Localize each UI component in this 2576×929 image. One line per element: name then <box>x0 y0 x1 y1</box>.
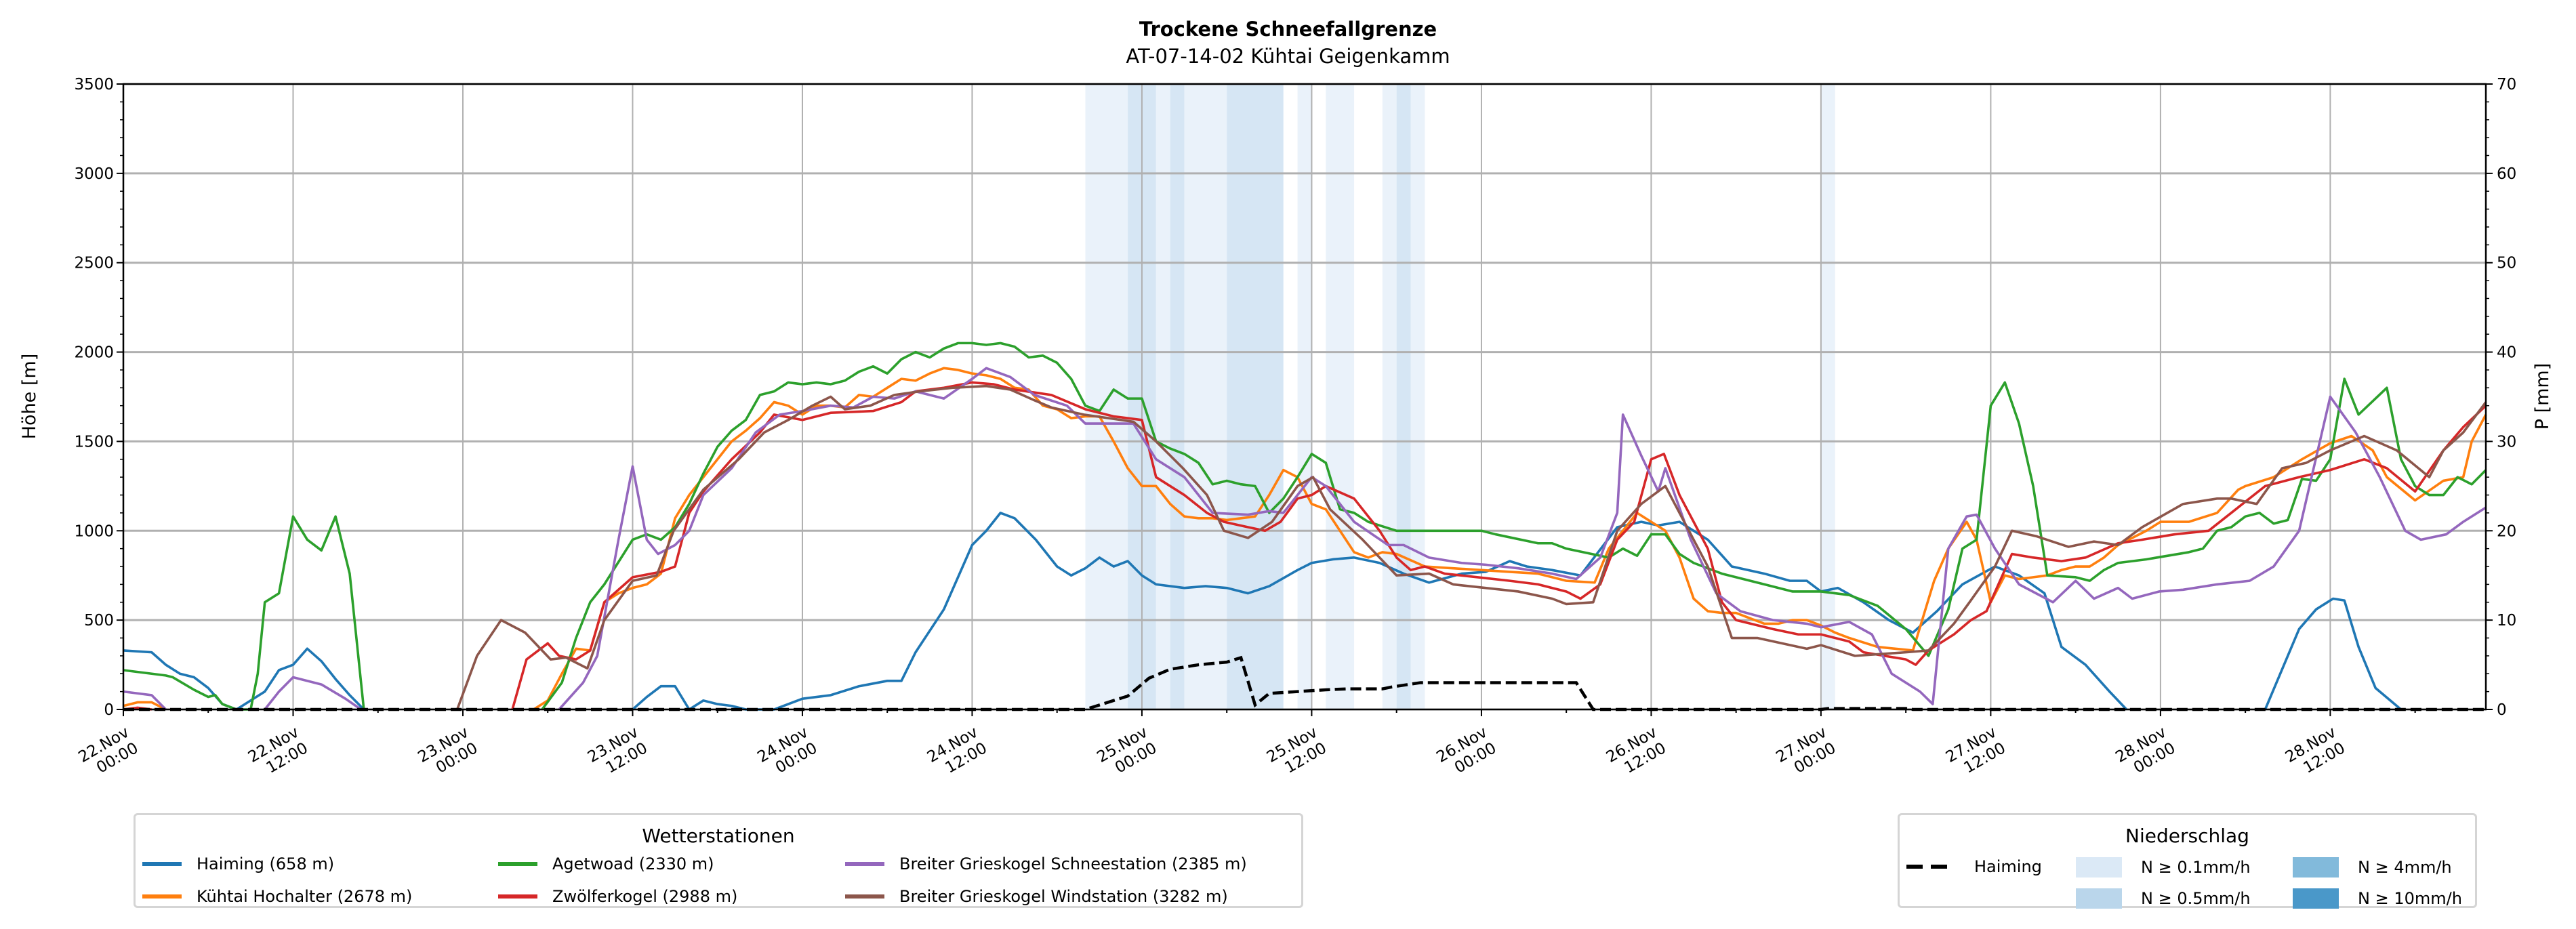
series-line <box>123 515 365 711</box>
y-right-tick-label: 40 <box>2497 344 2516 362</box>
series-line <box>264 676 362 711</box>
legend-item: Agetwoad (2330 m) <box>498 854 714 873</box>
legend-label: Breiter Grieskogel Schneestation (2385 m… <box>899 854 1247 873</box>
x-tick-label: 23.Nov00:00 <box>415 724 481 783</box>
series-line <box>123 701 167 711</box>
series-line <box>123 647 365 711</box>
series-line <box>2264 597 2402 711</box>
series-line <box>541 342 2487 711</box>
y-tick-label: 3500 <box>74 76 114 94</box>
legend-label: N ≥ 10mm/h <box>2358 889 2462 908</box>
line-swatch <box>142 894 182 899</box>
series-line <box>558 367 2487 711</box>
legend-label: Agetwoad (2330 m) <box>552 854 714 873</box>
color-swatch <box>2076 888 2122 909</box>
series-line <box>533 367 2487 711</box>
precip-legend-title: Niederschlag <box>2125 825 2249 847</box>
line-swatch <box>845 862 884 866</box>
y-right-tick-label: 30 <box>2497 433 2516 451</box>
y-tick-label: 2000 <box>74 344 114 362</box>
y-right-tick-label: 0 <box>2497 701 2507 719</box>
legend-item: Kühtai Hochalter (2678 m) <box>142 887 412 906</box>
legend-label: Haiming (658 m) <box>197 854 335 873</box>
legend-item: Haiming (658 m) <box>142 854 334 873</box>
y-right-tick-label: 10 <box>2497 612 2516 629</box>
precip-band <box>1297 84 1312 709</box>
series-line <box>455 384 2487 710</box>
x-tick-label: 25.Nov00:00 <box>1094 724 1160 783</box>
legend-item: Breiter Grieskogel Windstation (3282 m) <box>845 887 1228 906</box>
y-tick-label: 2500 <box>74 255 114 272</box>
legend-label: Breiter Grieskogel Windstation (3282 m) <box>899 887 1228 906</box>
legend-label: N ≥ 0.5mm/h <box>2141 889 2251 908</box>
y-axis-label: Höhe [m] <box>19 354 40 440</box>
dashed-line-swatch <box>1906 865 1947 869</box>
precip-legend-item: N ≥ 0.1mm/h <box>2076 857 2251 878</box>
x-tick-label: 27.Nov12:00 <box>1943 724 2009 783</box>
line-swatch <box>845 894 884 899</box>
series-line <box>511 381 2487 710</box>
x-tick-label: 28.Nov12:00 <box>2283 724 2348 783</box>
precip-legend: Niederschlag Haiming N ≥ 0.1mm/h N ≥ 0.5m… <box>1898 813 2477 909</box>
legend-label: Kühtai Hochalter (2678 m) <box>197 887 413 906</box>
x-tick-label: 22.Nov00:00 <box>75 724 141 783</box>
precip-band <box>1410 84 1425 709</box>
precip-band <box>1326 84 1355 709</box>
color-swatch <box>2076 857 2122 878</box>
legend-label: Zwölferkogel (2988 m) <box>552 887 738 906</box>
legend-label: N ≥ 4mm/h <box>2358 858 2452 877</box>
precip-legend-item: N ≥ 4mm/h <box>2293 857 2452 878</box>
x-tick-label: 25.Nov12:00 <box>1264 724 1330 783</box>
precip-band <box>1184 84 1227 709</box>
line-swatch <box>498 894 537 899</box>
y-right-tick-label: 70 <box>2497 76 2516 94</box>
color-swatch <box>2293 888 2339 909</box>
plot-frame <box>122 83 2487 711</box>
y-tick-label: 0 <box>104 701 114 719</box>
line-swatch <box>498 862 537 866</box>
precip-legend-item-haiming: Haiming <box>1906 857 2042 876</box>
precip-band <box>1170 84 1185 709</box>
precip-legend-item: N ≥ 0.5mm/h <box>2076 888 2251 909</box>
legend-label: N ≥ 0.1mm/h <box>2141 858 2251 877</box>
line-swatch <box>142 862 182 866</box>
legend-item: Zwölferkogel (2988 m) <box>498 887 737 906</box>
precip-band <box>1396 84 1411 709</box>
chart-title: Trockene Schneefallgrenze <box>1139 18 1437 41</box>
y-right-tick-label: 50 <box>2497 255 2516 272</box>
stations-legend-title: Wetterstationen <box>642 825 795 847</box>
precip-band <box>1382 84 1397 709</box>
y-right-tick-label: 20 <box>2497 522 2516 540</box>
chart-subtitle: AT-07-14-02 Kühtai Geigenkamm <box>1126 45 1450 68</box>
y-tick-label: 1000 <box>74 522 114 540</box>
x-tick-label: 24.Nov12:00 <box>924 724 990 783</box>
x-tick-label: 23.Nov12:00 <box>585 724 651 783</box>
y-right-tick-label: 60 <box>2497 165 2516 183</box>
y-axis-right-label: P [mm] <box>2532 363 2553 430</box>
stations-legend: Wetterstationen Haiming (658 m) Kühtai Ho… <box>134 813 1303 908</box>
y-tick-label: 3000 <box>74 165 114 183</box>
precip-legend-item: N ≥ 10mm/h <box>2293 888 2462 909</box>
y-tick-label: 1500 <box>74 433 114 451</box>
x-tick-label: 27.Nov00:00 <box>1773 724 1839 783</box>
x-tick-label: 28.Nov00:00 <box>2112 724 2178 783</box>
precip-band <box>1085 84 1128 709</box>
x-tick-label: 22.Nov12:00 <box>245 724 311 783</box>
y-tick-label: 500 <box>84 612 114 629</box>
legend-item: Breiter Grieskogel Schneestation (2385 m… <box>845 854 1247 873</box>
precip-band <box>1156 84 1170 709</box>
precip-band <box>1820 84 1835 709</box>
precip-band <box>1227 84 1284 709</box>
x-tick-label: 26.Nov00:00 <box>1433 724 1499 783</box>
x-tick-label: 24.Nov00:00 <box>754 724 820 783</box>
color-swatch <box>2293 857 2339 878</box>
x-tick-label: 26.Nov12:00 <box>1603 724 1669 783</box>
series-line <box>123 690 167 711</box>
series-line <box>632 512 2128 711</box>
legend-label: Haiming <box>1974 857 2042 876</box>
